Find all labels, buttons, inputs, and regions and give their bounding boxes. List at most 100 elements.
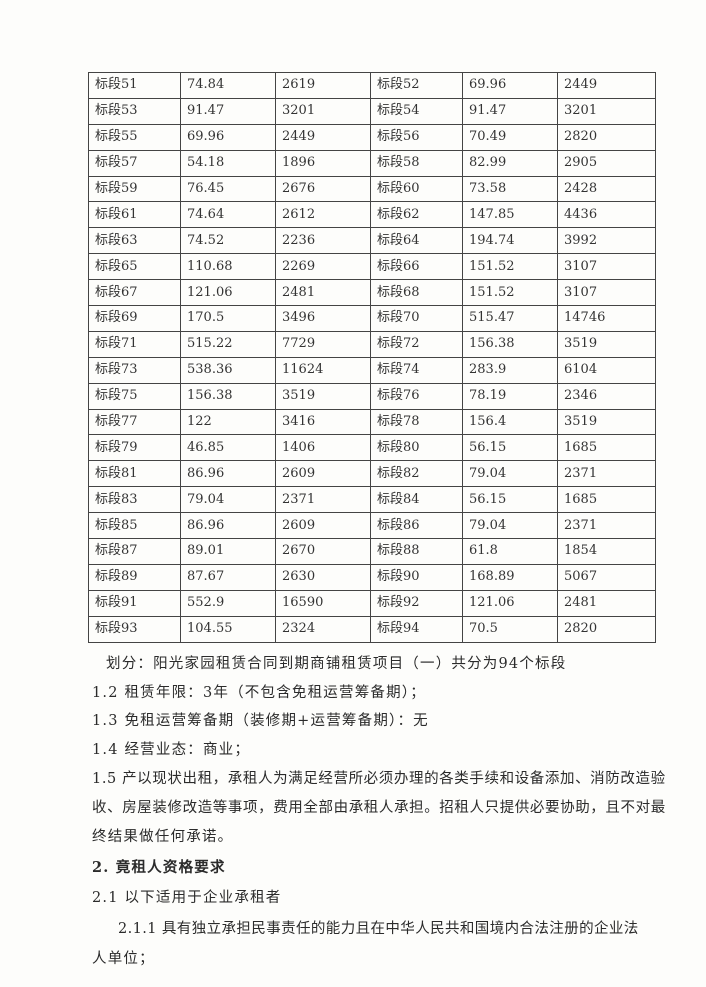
requirement-line-1: 2.1.1 具有独立承担民事责任的能力且在中华人民共和国境内合法注册的企业法 bbox=[118, 921, 639, 937]
cell-rent: 1685 bbox=[557, 434, 656, 462]
cell-rent: 1685 bbox=[557, 486, 656, 514]
cell-area: 46.85 bbox=[180, 434, 276, 462]
cell-rent: 2630 bbox=[275, 563, 371, 591]
table-row: 标段55 69.96 2449 标段56 70.49 2820 bbox=[88, 123, 656, 151]
condition-line-2: 收、房屋装修改造等事项，费用全部由承租人承担。招租人只提供必要协助，且不对最 bbox=[92, 800, 666, 816]
requirement-line-2: 人单位； bbox=[92, 951, 155, 967]
lot-table: 标段51 74.84 2619 标段52 69.96 2449 标段53 91.47 3201 标… bbox=[88, 72, 656, 643]
cell-lot-name: 标段53 bbox=[88, 97, 181, 125]
cell-rent: 5067 bbox=[557, 563, 656, 591]
cell-area: 74.64 bbox=[180, 201, 276, 229]
table-row: 标段71 515.22 7729 标段72 156.38 3519 bbox=[88, 330, 656, 358]
cell-area: 147.85 bbox=[462, 201, 558, 229]
cell-area: 121.06 bbox=[180, 279, 276, 307]
cell-area: 104.55 bbox=[180, 615, 276, 643]
cell-area: 110.68 bbox=[180, 253, 276, 281]
cell-lot-name: 标段74 bbox=[370, 356, 463, 384]
cell-rent: 2612 bbox=[275, 201, 371, 229]
cell-lot-name: 标段78 bbox=[370, 408, 463, 436]
cell-lot-name: 标段86 bbox=[370, 512, 463, 540]
cell-lot-name: 标段51 bbox=[88, 72, 181, 99]
cell-rent: 3992 bbox=[557, 227, 656, 255]
cell-rent: 2428 bbox=[557, 175, 656, 203]
cell-lot-name: 标段60 bbox=[370, 175, 463, 203]
cell-rent: 1854 bbox=[557, 538, 656, 565]
cell-area: 283.9 bbox=[462, 356, 558, 384]
table-row: 标段75 156.38 3519 标段76 78.19 2346 bbox=[88, 382, 656, 410]
cell-lot-name: 标段79 bbox=[88, 434, 181, 462]
cell-lot-name: 标段88 bbox=[370, 538, 463, 565]
cell-rent: 16590 bbox=[275, 589, 371, 617]
table-row: 标段51 74.84 2619 标段52 69.96 2449 bbox=[88, 72, 656, 99]
cell-area: 156.4 bbox=[462, 408, 558, 436]
cell-area: 170.5 bbox=[180, 305, 276, 332]
cell-rent: 7729 bbox=[275, 330, 371, 358]
cell-rent: 2481 bbox=[557, 589, 656, 617]
cell-area: 76.45 bbox=[180, 175, 276, 203]
cell-rent: 4436 bbox=[557, 201, 656, 229]
section-2-heading: 2. 竟租人资格要求 bbox=[92, 859, 226, 876]
cell-lot-name: 标段52 bbox=[370, 72, 463, 99]
cell-rent: 2609 bbox=[275, 512, 371, 540]
table-row: 标段67 121.06 2481 标段68 151.52 3107 bbox=[88, 279, 656, 307]
cell-rent: 3519 bbox=[557, 330, 656, 358]
cell-rent: 11624 bbox=[275, 356, 371, 384]
cell-rent: 2449 bbox=[275, 123, 371, 151]
table-row: 标段59 76.45 2676 标段60 73.58 2428 bbox=[88, 175, 656, 203]
cell-area: 87.67 bbox=[180, 563, 276, 591]
cell-area: 515.47 bbox=[462, 305, 558, 332]
cell-area: 79.04 bbox=[180, 486, 276, 514]
cell-area: 70.49 bbox=[462, 123, 558, 151]
cell-rent: 2371 bbox=[557, 460, 656, 488]
cell-lot-name: 标段93 bbox=[88, 615, 181, 643]
cell-rent: 2905 bbox=[557, 149, 656, 177]
cell-lot-name: 标段62 bbox=[370, 201, 463, 229]
cell-lot-name: 标段80 bbox=[370, 434, 463, 462]
table-row: 标段83 79.04 2371 标段84 56.15 1685 bbox=[88, 486, 656, 514]
cell-lot-name: 标段57 bbox=[88, 149, 181, 177]
table-row: 标段79 46.85 1406 标段80 56.15 1685 bbox=[88, 434, 656, 462]
cell-rent: 3201 bbox=[275, 97, 371, 125]
cell-lot-name: 标段85 bbox=[88, 512, 181, 540]
cell-area: 70.5 bbox=[462, 615, 558, 643]
cell-rent: 2324 bbox=[275, 615, 371, 643]
cell-lot-name: 标段77 bbox=[88, 408, 181, 436]
cell-rent: 3201 bbox=[557, 97, 656, 125]
cell-lot-name: 标段71 bbox=[88, 330, 181, 358]
condition-line-1: 1.5 产以现状出租，承租人为满足经营所必须办理的各类手续和设备添加、消防改造验 bbox=[92, 771, 666, 787]
cell-lot-name: 标段75 bbox=[88, 382, 181, 410]
table-row: 标段81 86.96 2609 标段82 79.04 2371 bbox=[88, 460, 656, 488]
cell-rent: 2609 bbox=[275, 460, 371, 488]
cell-area: 79.04 bbox=[462, 512, 558, 540]
cell-rent: 2820 bbox=[557, 123, 656, 151]
cell-rent: 2670 bbox=[275, 538, 371, 565]
cell-lot-name: 标段70 bbox=[370, 305, 463, 332]
cell-area: 69.96 bbox=[462, 72, 558, 99]
cell-rent: 14746 bbox=[557, 305, 656, 332]
cell-rent: 2619 bbox=[275, 72, 371, 99]
cell-area: 69.96 bbox=[180, 123, 276, 151]
cell-area: 56.15 bbox=[462, 486, 558, 514]
cell-area: 552.9 bbox=[180, 589, 276, 617]
cell-area: 156.38 bbox=[180, 382, 276, 410]
cell-lot-name: 标段58 bbox=[370, 149, 463, 177]
cell-area: 86.96 bbox=[180, 460, 276, 488]
table-row: 标段69 170.5 3496 标段70 515.47 14746 bbox=[88, 305, 656, 332]
cell-area: 74.84 bbox=[180, 72, 276, 99]
cell-rent: 2676 bbox=[275, 175, 371, 203]
cell-rent: 2236 bbox=[275, 227, 371, 255]
cell-area: 78.19 bbox=[462, 382, 558, 410]
cell-lot-name: 标段84 bbox=[370, 486, 463, 514]
cell-lot-name: 标段61 bbox=[88, 201, 181, 229]
cell-lot-name: 标段59 bbox=[88, 175, 181, 203]
cell-rent: 2269 bbox=[275, 253, 371, 281]
cell-lot-name: 标段90 bbox=[370, 563, 463, 591]
cell-area: 156.38 bbox=[462, 330, 558, 358]
cell-rent: 3107 bbox=[557, 253, 656, 281]
cell-area: 74.52 bbox=[180, 227, 276, 255]
cell-area: 54.18 bbox=[180, 149, 276, 177]
business-type: 1.4 经营业态：商业； bbox=[92, 742, 251, 758]
cell-rent: 3496 bbox=[275, 305, 371, 332]
table-row: 标段73 538.36 11624 标段74 283.9 6104 bbox=[88, 356, 656, 384]
cell-area: 61.8 bbox=[462, 538, 558, 565]
